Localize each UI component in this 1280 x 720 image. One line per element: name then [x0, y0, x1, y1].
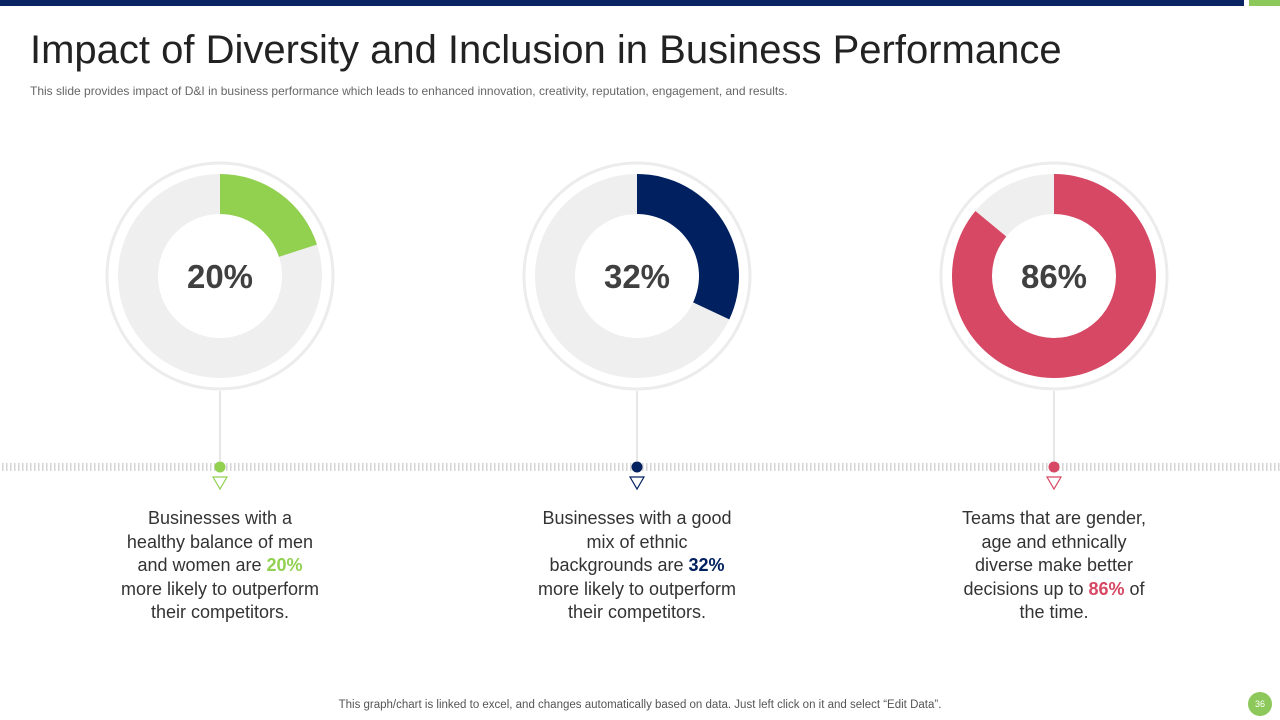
description-line: mix of ethnic	[586, 531, 688, 552]
highlight-percent: 86%	[1088, 578, 1125, 599]
description-text: and women are	[137, 555, 267, 575]
donut-value-slice[interactable]	[637, 174, 739, 320]
description-text: decisions up to	[963, 578, 1089, 599]
description-line: more likely to outperform	[537, 578, 737, 599]
description-line: Businesses with a good	[542, 508, 732, 528]
triangle-marker-icon	[1045, 476, 1063, 491]
description-diverse-teams: Teams that are gender, age and ethnicall…	[934, 507, 1174, 625]
triangle-marker-icon	[628, 476, 646, 491]
description-women-balance: Businesses with a healthy balance of men…	[100, 507, 340, 625]
description-line: their competitors.	[567, 602, 707, 622]
donut-center-label: 32%	[604, 258, 670, 295]
donut-value-slice[interactable]	[952, 174, 1156, 378]
description-line: and women are 20%	[100, 554, 340, 578]
description-ethnic-mix: Businesses with a good mix of ethnic bac…	[517, 507, 757, 625]
triangle-marker-icon	[211, 476, 229, 491]
description-text: of	[1124, 578, 1145, 599]
description-line: backgrounds are 32%	[517, 554, 757, 578]
description-line: age and ethnically	[981, 531, 1127, 552]
description-line: diverse make better	[974, 555, 1134, 575]
donut-center-label: 86%	[1021, 258, 1087, 295]
top-accent-bar	[1249, 0, 1280, 6]
timeline-dot	[214, 461, 226, 473]
timeline-dot	[631, 461, 643, 473]
page-subtitle: This slide provides impact of D&I in bus…	[30, 84, 788, 98]
page-title: Impact of Diversity and Inclusion in Bus…	[30, 28, 1062, 72]
donut-value-slice[interactable]	[220, 174, 318, 257]
description-line: more likely to outperform	[120, 578, 320, 599]
footer-note: This graph/chart is linked to excel, and…	[338, 699, 942, 711]
description-line: healthy balance of men	[126, 531, 314, 552]
timeline-dot	[1048, 461, 1060, 473]
top-brand-bar	[0, 0, 1244, 6]
description-text: backgrounds are	[549, 555, 689, 575]
description-line: the time.	[1019, 602, 1089, 622]
highlight-percent: 32%	[688, 555, 725, 575]
description-line: their competitors.	[150, 602, 290, 622]
highlight-percent: 20%	[266, 555, 303, 575]
description-line: Businesses with a	[147, 508, 293, 528]
description-line: decisions up to 86% of	[934, 578, 1174, 602]
page-number: 36	[1248, 692, 1272, 716]
description-line: Teams that are gender,	[961, 508, 1147, 528]
donut-center-label: 20%	[187, 258, 253, 295]
